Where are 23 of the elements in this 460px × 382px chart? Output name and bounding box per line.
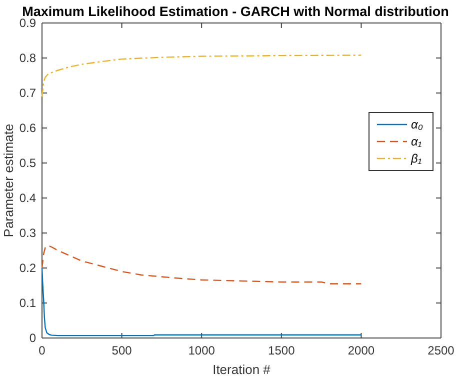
y-tick-label: 0.2 [19, 260, 36, 275]
y-axis-title: Parameter estimate [1, 124, 16, 238]
y-tick-label: 0.5 [19, 156, 36, 170]
x-tick-label: 1000 [188, 344, 216, 358]
y-tick-label: 0.8 [19, 50, 36, 65]
x-tick-label: 2000 [348, 344, 375, 358]
legend-label: β₁ [410, 152, 422, 166]
line-series [41, 267, 362, 336]
x-tick-label: 0 [38, 344, 46, 358]
y-tick-label: 0.3 [19, 226, 36, 240]
line-series [41, 54, 362, 98]
legend-label: α₀ [411, 118, 423, 132]
x-tick-label: 500 [112, 344, 132, 358]
y-tick-label: 0.4 [19, 190, 36, 205]
legend-label: α₁ [411, 134, 422, 148]
y-tick-label: 0 [29, 330, 36, 345]
line-series [41, 244, 362, 284]
x-tick-label: 1500 [268, 344, 296, 358]
y-tick-label: 0.7 [19, 86, 36, 100]
x-tick-label: 2500 [428, 344, 455, 358]
x-axis-title: Iteration # [212, 362, 272, 377]
y-tick-label: 0.6 [19, 120, 36, 135]
y-tick-label: 0.1 [19, 296, 36, 310]
